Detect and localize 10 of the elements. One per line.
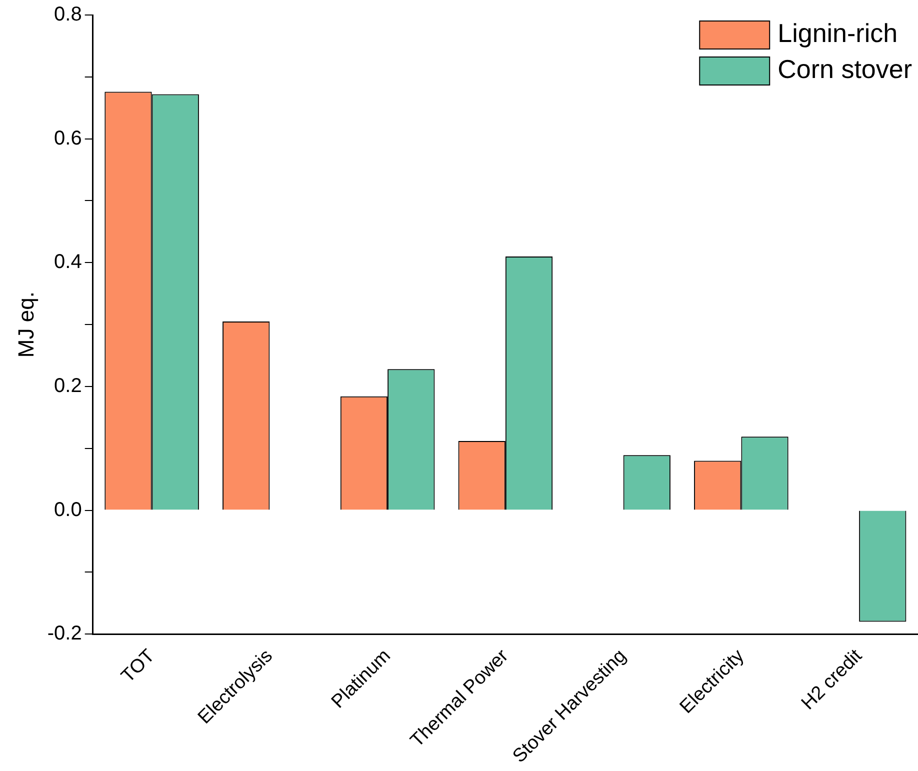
y-tick-label: 0.4 xyxy=(54,251,82,274)
y-tick-label: 0.6 xyxy=(54,127,82,150)
x-tick-label: TOT xyxy=(118,645,160,688)
legend-label: Corn stover xyxy=(778,54,912,84)
y-tick-label: 0.8 xyxy=(54,4,82,26)
y-axis-title: MJ eq. xyxy=(13,292,38,358)
y-tick-label: 0.2 xyxy=(54,374,82,397)
y-tick-label: 0.0 xyxy=(54,498,82,521)
y-tick-label: -0.2 xyxy=(47,622,82,645)
legend-label: Lignin-rich xyxy=(778,18,898,48)
